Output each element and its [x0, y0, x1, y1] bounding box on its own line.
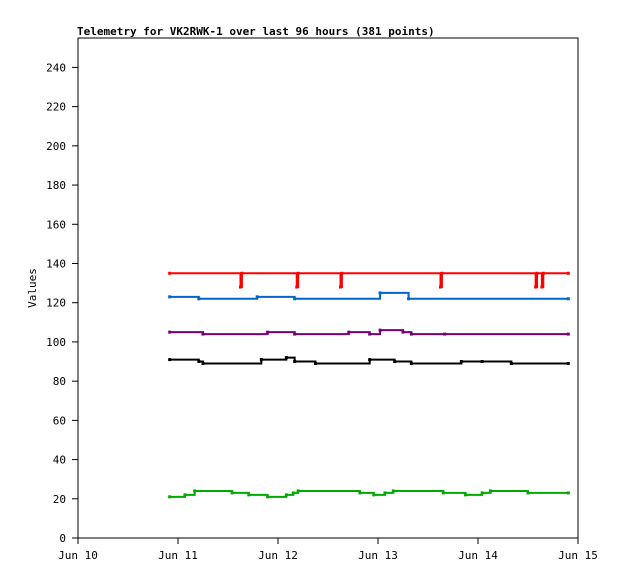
data-point [284, 356, 288, 360]
data-point [407, 297, 411, 301]
data-point [168, 358, 172, 362]
data-point [391, 489, 395, 493]
data-point [293, 332, 297, 336]
y-tick-label: 0 [59, 532, 66, 545]
x-tick-label: Jun 10 [58, 549, 98, 562]
data-point [464, 493, 467, 497]
data-point [409, 332, 413, 336]
y-axis-label: Values [26, 268, 39, 308]
data-point [239, 285, 242, 289]
plot-frame [77, 37, 579, 539]
data-point [293, 297, 297, 301]
data-point [566, 297, 570, 301]
y-tick-label: 220 [46, 101, 66, 114]
data-point [443, 332, 447, 336]
data-point [255, 295, 259, 299]
x-tick-label: Jun 15 [558, 549, 598, 562]
data-point [240, 271, 244, 275]
data-point [266, 330, 270, 334]
data-point [566, 361, 570, 365]
data-point [541, 271, 545, 275]
data-point [293, 360, 297, 364]
y-tick-label: 40 [53, 454, 66, 467]
data-point [368, 332, 372, 336]
data-point [197, 360, 201, 364]
data-point [314, 361, 317, 365]
data-point [197, 297, 201, 301]
data-point [441, 491, 445, 495]
data-point [201, 361, 205, 365]
data-point [409, 361, 413, 365]
series-line-1 [169, 291, 569, 300]
y-tick-label: 200 [46, 140, 66, 153]
y-tick-label: 160 [46, 218, 66, 231]
data-point [439, 285, 442, 289]
data-point [566, 271, 570, 275]
data-point [168, 330, 172, 334]
data-point [168, 295, 172, 299]
data-point [183, 493, 187, 497]
y-tick-label: 180 [46, 179, 66, 192]
data-point [340, 271, 344, 275]
data-point [378, 328, 382, 332]
data-point [393, 360, 397, 364]
y-tick-label: 80 [53, 375, 66, 388]
data-point [296, 489, 300, 493]
chart-title: Telemetry for VK2RWK-1 over last 96 hour… [77, 25, 435, 38]
data-point [291, 491, 295, 495]
data-point [168, 495, 172, 499]
data-point [201, 332, 205, 336]
data-point [296, 271, 300, 275]
data-point [509, 361, 513, 365]
x-tick-label: Jun 12 [258, 549, 298, 562]
data-point [540, 285, 544, 289]
data-point [339, 285, 342, 289]
x-tick-label: Jun 14 [458, 549, 498, 562]
data-point [534, 285, 538, 289]
series-line-0 [169, 272, 569, 289]
x-tick-label: Jun 13 [358, 549, 398, 562]
data-point [358, 491, 362, 495]
data-point [566, 491, 570, 495]
x-tick-label: Jun 11 [158, 549, 198, 562]
data-point [566, 332, 570, 336]
y-tick-label: 240 [46, 61, 66, 74]
data-point [526, 491, 530, 495]
series-line-4 [169, 489, 569, 498]
data-point [368, 358, 372, 362]
data-point [480, 360, 484, 364]
data-point [378, 291, 382, 295]
data-point [372, 493, 376, 497]
data-point [230, 491, 234, 495]
data-point [295, 285, 299, 289]
data-point [480, 491, 484, 495]
data-point [247, 493, 251, 497]
data-point [535, 271, 539, 275]
data-point [383, 491, 387, 495]
data-point [193, 489, 197, 493]
data-point [347, 330, 351, 334]
y-tick-label: 100 [46, 336, 66, 349]
data-point [168, 271, 172, 275]
y-tick-label: 20 [53, 493, 66, 506]
y-tick-label: 60 [53, 414, 66, 427]
data-point [259, 358, 263, 362]
data-point [266, 495, 270, 499]
series-line-2 [169, 329, 569, 336]
data-point [440, 271, 444, 275]
data-point [459, 360, 463, 364]
data-point [284, 493, 288, 497]
data-point [489, 489, 492, 493]
y-tick-label: 140 [46, 257, 66, 270]
y-tick-label: 120 [46, 297, 66, 310]
data-point [401, 330, 405, 334]
